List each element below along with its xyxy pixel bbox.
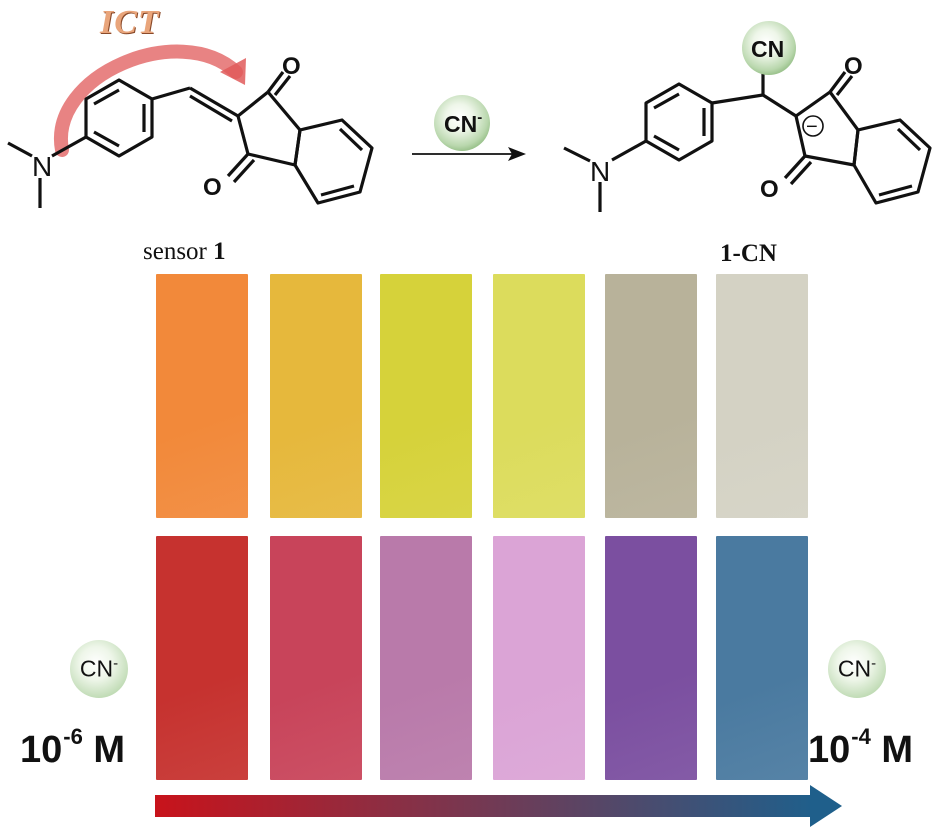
product-label: 1-CN xyxy=(720,240,777,267)
low-concentration-label: 10-6 M xyxy=(20,724,126,771)
test-strip-bottom-1 xyxy=(156,536,248,780)
sensor-label: sensor 1 xyxy=(143,238,226,265)
product-n-atom: N xyxy=(590,156,610,187)
test-strip-top-6 xyxy=(716,274,808,518)
reactant-n-atom: N xyxy=(32,151,52,182)
test-strip-top-3 xyxy=(380,274,472,518)
reactant-o-bottom: O xyxy=(203,174,222,201)
right-cn-bubble: CN- xyxy=(828,640,886,698)
reagent-label: CN- xyxy=(444,109,482,137)
product-cn-label: CN xyxy=(751,36,784,62)
arrow-shaft xyxy=(155,795,815,817)
arrow-head xyxy=(810,785,842,827)
reaction-scheme: N O O CN- N O O CN − xyxy=(7,21,932,212)
left-cn-label: CN- xyxy=(79,655,119,682)
product-molecule xyxy=(563,71,932,212)
reactant-o-top: O xyxy=(282,53,301,80)
test-strip-bottom-6 xyxy=(716,536,808,780)
ict-curved-arrow xyxy=(54,44,243,157)
product-o-top: O xyxy=(844,53,863,80)
product-cn-bubble xyxy=(742,21,796,75)
high-concentration-label: 10-4 M xyxy=(808,724,914,771)
test-strip-top-2 xyxy=(270,274,362,518)
carbanion-charge-circle xyxy=(802,115,824,137)
test-strip-top-1 xyxy=(156,274,248,518)
test-strip-bottom-2 xyxy=(270,536,362,780)
reactant-molecule xyxy=(7,71,374,208)
ict-label: ICT xyxy=(100,4,160,41)
reagent-bubble xyxy=(434,95,490,151)
right-cn-label: CN- xyxy=(837,655,877,682)
test-strip-bottom-4 xyxy=(493,536,585,780)
concentration-gradient-arrow xyxy=(155,785,842,827)
reaction-arrowhead xyxy=(508,147,526,161)
product-o-bottom: O xyxy=(760,176,779,203)
left-cn-bubble: CN- xyxy=(70,640,128,698)
ict-arrowhead xyxy=(220,58,246,85)
carbanion-charge-sign: − xyxy=(806,116,818,138)
test-strip-top-4 xyxy=(493,274,585,518)
test-strip-top-5 xyxy=(605,274,697,518)
test-strip-bottom-3 xyxy=(380,536,472,780)
test-strip-bottom-5 xyxy=(605,536,697,780)
